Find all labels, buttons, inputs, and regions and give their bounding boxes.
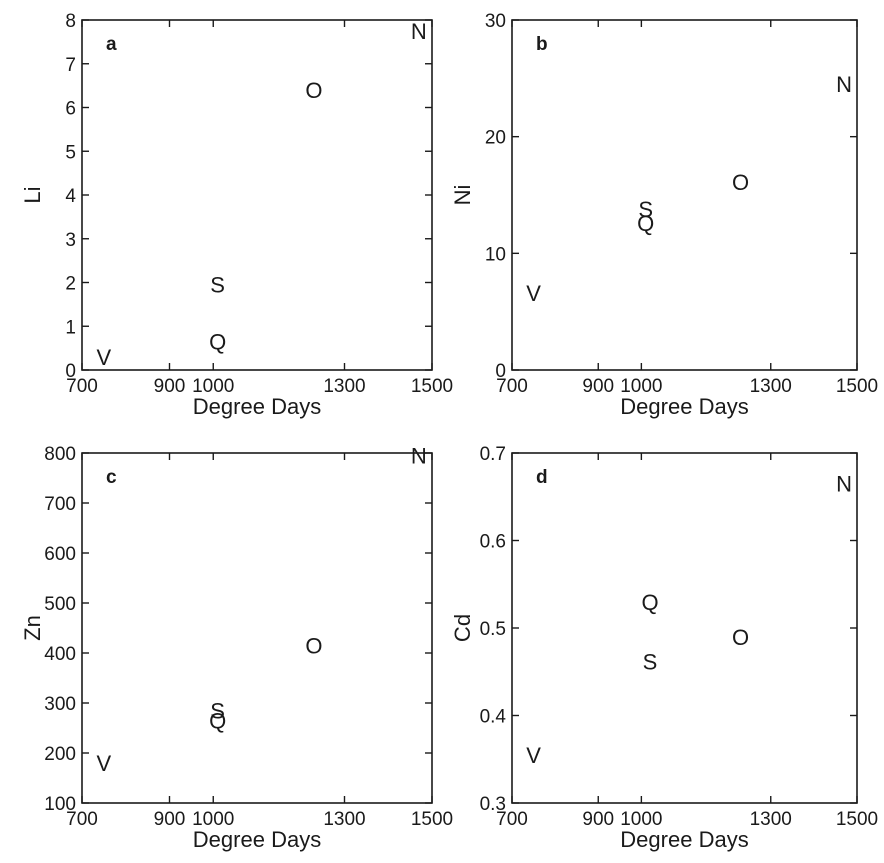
x-axis-title: Degree Days — [620, 394, 748, 419]
y-axis-title: Zn — [20, 615, 45, 641]
x-tick-label: 1300 — [750, 376, 792, 397]
data-point-s: S — [638, 197, 653, 222]
x-axis-title: Degree Days — [193, 827, 321, 852]
y-tick-label: 100 — [44, 794, 76, 815]
y-axis-title: Cd — [450, 614, 475, 642]
panel-b: 700 900 1000 1300 1500 0 10 20 30 Degree Days Ni b V… — [450, 11, 878, 419]
x-tick-label: 1300 — [323, 809, 365, 830]
y-tick-label: 300 — [44, 694, 76, 715]
x-tick-label: 700 — [66, 376, 98, 397]
y-tick-label: 0.3 — [480, 794, 506, 815]
x-tick-label: 1000 — [620, 809, 662, 830]
y-tick-label: 8 — [65, 11, 76, 32]
y-tick-label: 10 — [485, 244, 506, 265]
data-point-v: V — [97, 751, 112, 776]
y-tick-label: 0.6 — [480, 532, 506, 553]
data-point-s: S — [210, 699, 225, 724]
data-point-q: Q — [209, 709, 226, 734]
x-tick-label: 900 — [582, 809, 614, 830]
y-tick-label: 1 — [65, 317, 76, 338]
panel-letter: b — [536, 34, 548, 55]
data-point-v: V — [526, 281, 541, 306]
data-point-q: Q — [637, 211, 654, 236]
y-tick-label: 0.7 — [480, 444, 506, 465]
y-tick-label: 30 — [485, 11, 506, 32]
y-tick-label: 800 — [44, 444, 76, 465]
panel-letter: c — [106, 467, 117, 488]
data-point-n: N — [836, 72, 852, 97]
data-point-o: O — [732, 625, 749, 650]
data-point-q: Q — [641, 590, 658, 615]
x-tick-label: 1000 — [192, 376, 234, 397]
x-tick-label: 1000 — [192, 809, 234, 830]
y-tick-label: 0 — [65, 361, 76, 382]
x-tick-label: 700 — [496, 376, 528, 397]
y-tick-label: 20 — [485, 128, 506, 149]
y-tick-label: 600 — [44, 544, 76, 565]
y-tick-label: 7 — [65, 55, 76, 76]
plot-frame — [81, 19, 433, 371]
y-tick-label: 0.4 — [480, 707, 507, 728]
x-tick-label: 1000 — [620, 376, 662, 397]
y-tick-label: 0.5 — [480, 619, 506, 640]
data-point-o: O — [732, 170, 749, 195]
x-tick-label: 1500 — [836, 376, 878, 397]
y-tick-label: 4 — [65, 186, 76, 207]
x-tick-label: 1500 — [836, 809, 878, 830]
panel-letter: a — [106, 34, 117, 55]
x-tick-label: 700 — [496, 809, 528, 830]
data-point-s: S — [643, 649, 658, 674]
x-tick-label: 900 — [582, 376, 614, 397]
x-tick-label: 1300 — [323, 376, 365, 397]
x-tick-label: 700 — [66, 809, 98, 830]
y-tick-label: 2 — [65, 274, 76, 295]
data-point-o: O — [305, 634, 322, 659]
y-tick-label: 5 — [65, 142, 76, 163]
y-tick-label: 6 — [65, 99, 76, 120]
y-tick-label: 3 — [65, 230, 76, 251]
data-point-v: V — [97, 345, 112, 370]
y-tick-label: 400 — [44, 644, 76, 665]
y-tick-label: 0 — [495, 361, 506, 382]
y-axis-title: Li — [20, 186, 45, 203]
plot-frame — [511, 452, 858, 804]
x-tick-label: 1500 — [411, 809, 453, 830]
data-point-s: S — [210, 273, 225, 298]
data-point-n: N — [836, 472, 852, 497]
data-point-o: O — [305, 78, 322, 103]
data-point-n: N — [411, 19, 427, 44]
panel-c: 700 900 1000 1300 1500 100 200 300 400 500 600 700 8… — [20, 444, 453, 853]
y-axis-title: Ni — [450, 185, 475, 206]
y-tick-label: 500 — [44, 594, 76, 615]
x-tick-label: 1500 — [411, 376, 453, 397]
panel-letter: d — [536, 467, 548, 488]
data-point-v: V — [526, 743, 541, 768]
panel-a: 700 900 1000 1300 1500 0 1 2 3 4 5 6 7 8 Degree Days Li… — [20, 11, 453, 419]
data-point-q: Q — [209, 330, 226, 355]
y-tick-label: 700 — [44, 494, 76, 515]
x-axis-title: Degree Days — [193, 394, 321, 419]
plot-frame — [81, 452, 433, 804]
y-tick-label: 200 — [44, 744, 76, 765]
x-axis-title: Degree Days — [620, 827, 748, 852]
x-tick-label: 1300 — [750, 809, 792, 830]
panel-d: 700 900 1000 1300 1500 0.3 0.4 0.5 0.6 0.7 Degree … — [450, 444, 878, 852]
data-point-n: N — [411, 444, 427, 469]
plot-frame — [511, 19, 858, 371]
x-tick-label: 900 — [154, 809, 186, 830]
x-tick-label: 900 — [154, 376, 186, 397]
